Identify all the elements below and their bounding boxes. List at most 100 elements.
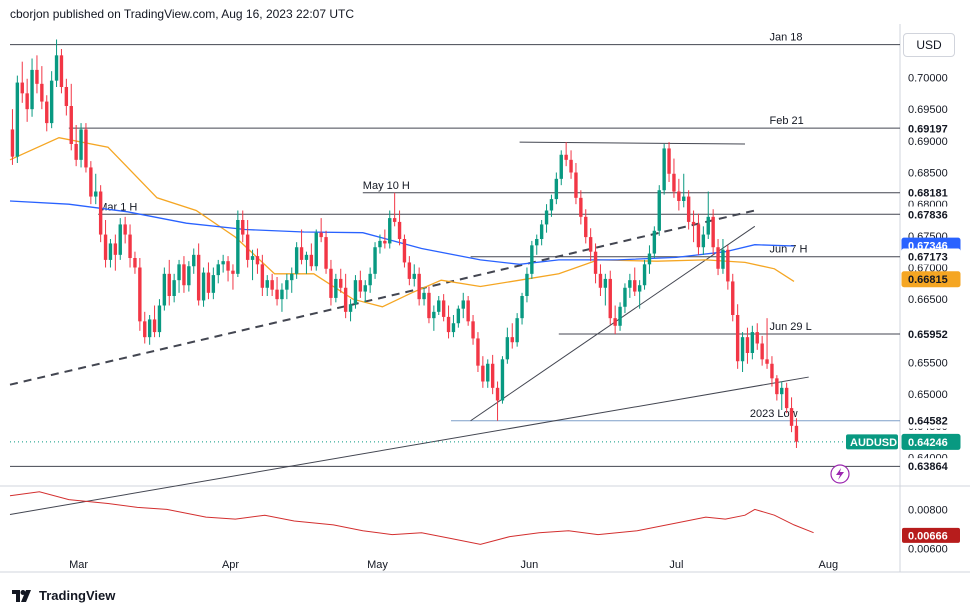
candle xyxy=(94,173,98,205)
candle-body xyxy=(280,289,284,300)
candle xyxy=(15,75,20,163)
candle xyxy=(657,185,661,236)
candle-body xyxy=(672,173,676,192)
candle xyxy=(280,283,284,312)
candle-body xyxy=(285,280,289,290)
candle xyxy=(613,305,617,334)
candle xyxy=(412,264,416,287)
candle xyxy=(711,209,715,255)
candle xyxy=(334,273,338,303)
price-badge-value: 0.64246 xyxy=(908,437,948,449)
candle xyxy=(172,273,176,303)
candle xyxy=(162,267,167,311)
price-badge-value: 0.69197 xyxy=(908,123,948,135)
price-badge-bg xyxy=(901,271,961,288)
candle-body xyxy=(760,343,764,360)
candle-body xyxy=(113,243,118,255)
candle xyxy=(221,254,225,273)
candle xyxy=(446,305,451,339)
candle xyxy=(770,356,774,387)
candle xyxy=(294,242,299,279)
candle-body xyxy=(476,338,480,366)
candle xyxy=(515,313,519,347)
candle-body xyxy=(348,304,353,312)
candle-body xyxy=(735,315,740,362)
candle xyxy=(775,375,779,401)
candle xyxy=(735,304,740,369)
candle xyxy=(64,78,69,116)
tradingview-logo-icon xyxy=(12,589,31,602)
candle xyxy=(270,273,274,296)
candle xyxy=(152,305,157,338)
candle xyxy=(417,267,421,306)
candle xyxy=(49,71,54,129)
currency-button[interactable]: USD xyxy=(903,33,955,57)
candle-body xyxy=(539,224,544,239)
candle-body xyxy=(466,300,470,322)
candle-body xyxy=(662,148,666,191)
candle xyxy=(780,381,784,410)
candle-body xyxy=(30,69,34,110)
candle xyxy=(182,256,186,293)
candle xyxy=(544,204,549,233)
candle xyxy=(564,142,568,167)
trendline xyxy=(9,376,809,515)
candle-body xyxy=(265,280,269,288)
price-badge-bg xyxy=(901,325,961,342)
candle xyxy=(461,292,465,319)
candle-body xyxy=(471,321,475,339)
candle xyxy=(716,239,720,276)
candle xyxy=(84,123,88,173)
candle xyxy=(760,335,764,366)
candle xyxy=(40,66,44,110)
candle-body xyxy=(770,363,774,379)
candle-body xyxy=(618,306,622,326)
candle-body xyxy=(593,251,598,274)
osc-badge-bg xyxy=(902,527,960,543)
price-badge-bg xyxy=(901,412,961,429)
symbol-tag: AUDUSD xyxy=(846,434,898,450)
candle-body xyxy=(696,224,701,248)
candle xyxy=(348,299,353,322)
candle xyxy=(623,283,627,314)
candle xyxy=(476,332,480,372)
candle-body xyxy=(559,154,563,179)
price-badge-value: 0.67836 xyxy=(908,210,948,222)
candle-body xyxy=(554,178,559,200)
candle-body xyxy=(304,254,309,260)
candle-body xyxy=(574,172,578,198)
level-label: Jan 18 xyxy=(770,32,803,44)
candle-body xyxy=(270,280,274,290)
candle-body xyxy=(324,237,328,269)
candle xyxy=(677,178,681,211)
candle xyxy=(490,354,495,395)
candle xyxy=(59,49,64,94)
candle-body xyxy=(667,148,671,174)
candle-body xyxy=(765,359,769,364)
oscillator-layer xyxy=(9,491,814,545)
month-label: Apr xyxy=(222,559,239,571)
candle-body xyxy=(260,264,265,288)
lightning-icon[interactable] xyxy=(830,464,850,484)
candle xyxy=(388,210,392,249)
candle-body xyxy=(422,292,426,300)
candle-body xyxy=(133,258,137,268)
candle-body xyxy=(103,234,108,260)
brand-footer[interactable]: TradingView xyxy=(12,588,115,603)
candle-body xyxy=(628,280,632,288)
price-tick-label: 0.69000 xyxy=(908,136,948,148)
price-badges-layer: 0.681810.678360.673460.671730.668150.659… xyxy=(10,120,961,543)
candle-body xyxy=(216,264,220,276)
candle-body xyxy=(564,154,568,160)
candle xyxy=(451,315,456,338)
candle-body xyxy=(535,239,539,246)
candle xyxy=(598,264,603,296)
candle xyxy=(667,142,671,182)
price-tick-label: 0.70000 xyxy=(908,73,948,85)
candle-body xyxy=(290,273,294,281)
month-label: Aug xyxy=(819,559,839,571)
candle xyxy=(383,229,387,249)
level-label: 2023 Low xyxy=(750,408,798,420)
candle xyxy=(216,259,220,284)
